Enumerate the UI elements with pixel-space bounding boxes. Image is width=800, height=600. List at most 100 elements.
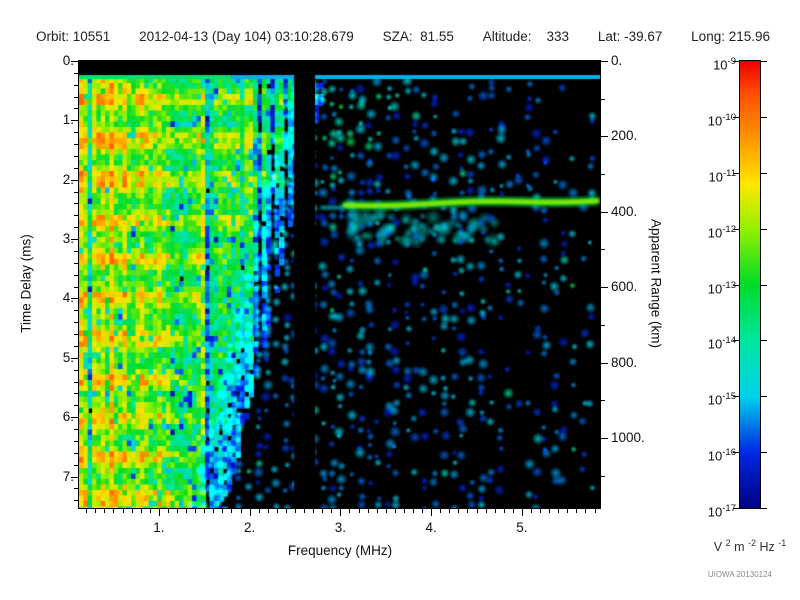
x-minor-tick [512,509,514,513]
x-minor-tick [358,509,360,513]
x-minor-tick [476,509,478,513]
x-minor-tick [385,509,387,513]
colorbar-tick-label: 10-14 [707,335,736,352]
x-major-tick [431,509,433,516]
y-left-minor-tick [74,227,78,229]
x-tick-label: 4. [425,520,437,535]
x-minor-tick [204,509,206,513]
colorbar-major-tick [761,340,767,342]
x-major-tick [158,509,160,516]
x-tick-label: 3. [334,520,347,535]
x-minor-tick [494,509,496,513]
x-minor-tick [195,509,197,513]
y-right-tick-label: 600. [611,279,638,295]
x-minor-tick [349,509,351,513]
y-right-minor-tick [601,174,605,176]
x-minor-tick [86,509,88,513]
x-minor-tick [222,509,224,513]
y-left-minor-tick [74,429,78,431]
colorbar-tick-label: 10-13 [707,279,736,296]
y-left-minor-tick [74,203,78,205]
x-minor-tick [403,509,405,513]
x-minor-tick [567,509,569,513]
colorbar-major-tick [761,508,767,509]
y-left-minor-tick [74,215,78,217]
spectrogram-canvas [79,61,600,508]
x-minor-tick [367,509,369,513]
y-left-minor-tick [74,500,78,502]
y-left-minor-tick [74,345,78,347]
colorbar-major-tick [733,284,739,286]
x-minor-tick [458,509,460,513]
colorbar [739,60,761,509]
colorbar-major-tick [761,172,767,174]
y-left-minor-tick [74,286,78,288]
x-minor-tick [531,509,533,513]
y-left-major-tick [71,476,78,478]
colorbar-major-tick [761,228,767,230]
plot-frame [78,60,601,509]
header-info: Orbit: 10551 2012-04-13 (Day 104) 03:10:… [36,29,770,44]
y-left-major-tick [71,120,78,122]
x-minor-tick [313,509,315,513]
x-minor-tick [467,509,469,513]
x-minor-tick [485,509,487,513]
y-left-tick-label: 4. [62,290,74,306]
x-minor-tick [540,509,542,513]
y-right-tick-label: 400. [611,203,638,219]
credit-label: UIOWA 20130124 [707,570,772,579]
y-right-major-tick [601,136,608,138]
x-minor-tick [422,509,424,513]
x-minor-tick [585,509,587,513]
colorbar-tick-label: 10-12 [707,223,736,240]
colorbar-tick-label: 10-16 [707,447,736,464]
x-minor-tick [104,509,106,513]
x-minor-tick [140,509,142,513]
x-major-tick [249,509,251,516]
y-right-tick-label: 1000. [611,429,645,445]
x-minor-tick [440,509,442,513]
y-axis-title-left: Time Delay (ms) [18,234,34,333]
colorbar-unit-label: V 2 m -2 Hz -1 [713,538,787,555]
y-left-major-tick [71,239,78,241]
colorbar-major-tick [733,340,739,342]
x-tick-label: 5. [516,520,528,535]
colorbar-major-tick [733,508,739,509]
colorbar-tick-label: 10-15 [707,391,736,408]
y-right-major-tick [601,61,608,62]
colorbar-major-tick [733,228,739,230]
x-minor-tick [322,509,324,513]
x-minor-tick [231,509,233,513]
x-minor-tick [186,509,188,513]
y-left-minor-tick [74,440,78,442]
y-right-minor-tick [601,475,605,477]
y-left-minor-tick [74,250,78,252]
colorbar-major-tick [761,452,767,454]
x-tick-label: 2. [244,520,256,535]
x-tick-label: 1. [153,520,165,535]
colorbar-major-tick [761,61,767,62]
y-right-tick-label: 800. [611,354,638,370]
x-minor-tick [131,509,133,513]
y-left-minor-tick [74,452,78,454]
y-right-minor-tick [601,324,605,326]
colorbar-major-tick [761,284,767,286]
header-datetime: 2012-04-13 (Day 104) 03:10:28.679 [139,29,354,44]
y-right-major-tick [601,287,608,289]
y-left-minor-tick [74,108,78,110]
y-right-major-tick [601,211,608,213]
x-minor-tick [449,509,451,513]
y-left-minor-tick [74,132,78,134]
y-left-major-tick [71,357,78,359]
x-minor-tick [167,509,169,513]
y-right-minor-tick [601,249,605,251]
y-left-tick-label: 2. [62,171,74,187]
y-left-tick-label: 3. [62,231,74,247]
colorbar-tick-label: 10-17 [707,503,736,520]
x-minor-tick [113,509,115,513]
y-left-minor-tick [74,167,78,169]
y-left-minor-tick [74,393,78,395]
y-left-minor-tick [74,334,78,336]
header-orbit: Orbit: 10551 [36,29,111,44]
